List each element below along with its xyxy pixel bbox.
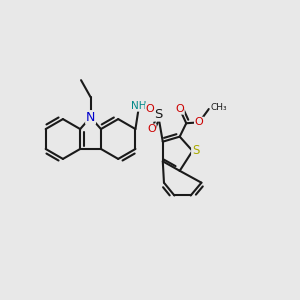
Text: O: O: [175, 104, 184, 114]
Text: CH₃: CH₃: [210, 103, 227, 112]
Text: S: S: [192, 144, 199, 158]
Text: O: O: [147, 124, 156, 134]
Text: O: O: [195, 117, 203, 128]
Text: NH: NH: [131, 101, 147, 111]
Text: O: O: [146, 104, 154, 114]
Text: N: N: [86, 111, 95, 124]
Text: S: S: [154, 108, 162, 121]
